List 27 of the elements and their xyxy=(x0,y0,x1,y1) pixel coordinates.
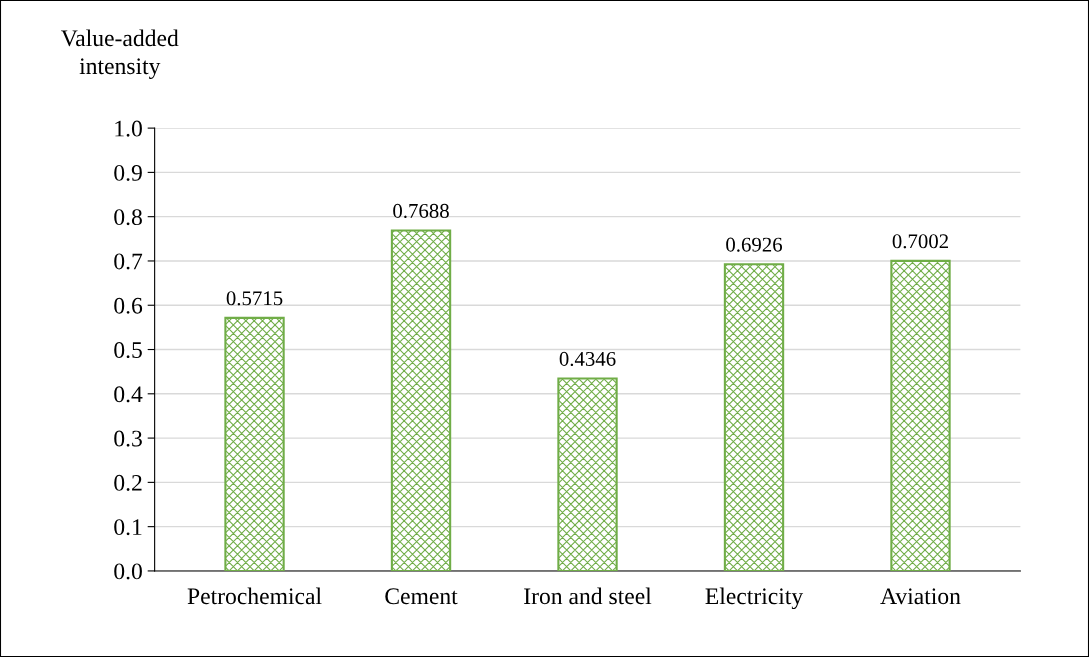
x-tick-label: Cement xyxy=(385,588,458,605)
x-tick-label: Aviation xyxy=(880,588,961,605)
y-tick-label: 0.7 xyxy=(114,253,143,270)
y-tick-label: 0.8 xyxy=(114,209,142,226)
data-label: 0.7002 xyxy=(892,234,948,249)
bar xyxy=(723,263,785,571)
y-tick-label: 0.0 xyxy=(114,563,142,580)
bar xyxy=(890,259,951,571)
y-axis-title: Value-added intensity xyxy=(61,29,179,80)
y-tick-label: 0.9 xyxy=(114,164,142,181)
x-tick-label: Electricity xyxy=(705,587,804,610)
y-tick-label: 1.0 xyxy=(115,120,142,137)
bar xyxy=(390,229,452,571)
data-label: 0.7688 xyxy=(393,203,449,219)
bar xyxy=(557,377,618,571)
y-tick-label: 0.6 xyxy=(114,297,143,314)
data-label: 0.4346 xyxy=(559,351,616,367)
bar xyxy=(224,316,285,571)
x-tick-label: Iron and steel xyxy=(524,587,652,605)
data-label: 0.5715 xyxy=(226,291,283,306)
y-tick-label: 0.5 xyxy=(114,342,142,359)
data-label: 0.6926 xyxy=(726,237,783,252)
x-tick-label: Petrochemical xyxy=(187,587,322,605)
y-tick-label: 0.2 xyxy=(114,474,142,491)
y-tick-label: 0.1 xyxy=(114,519,142,536)
y-tick-label: 0.4 xyxy=(114,386,143,403)
y-tick-label: 0.3 xyxy=(114,430,142,447)
